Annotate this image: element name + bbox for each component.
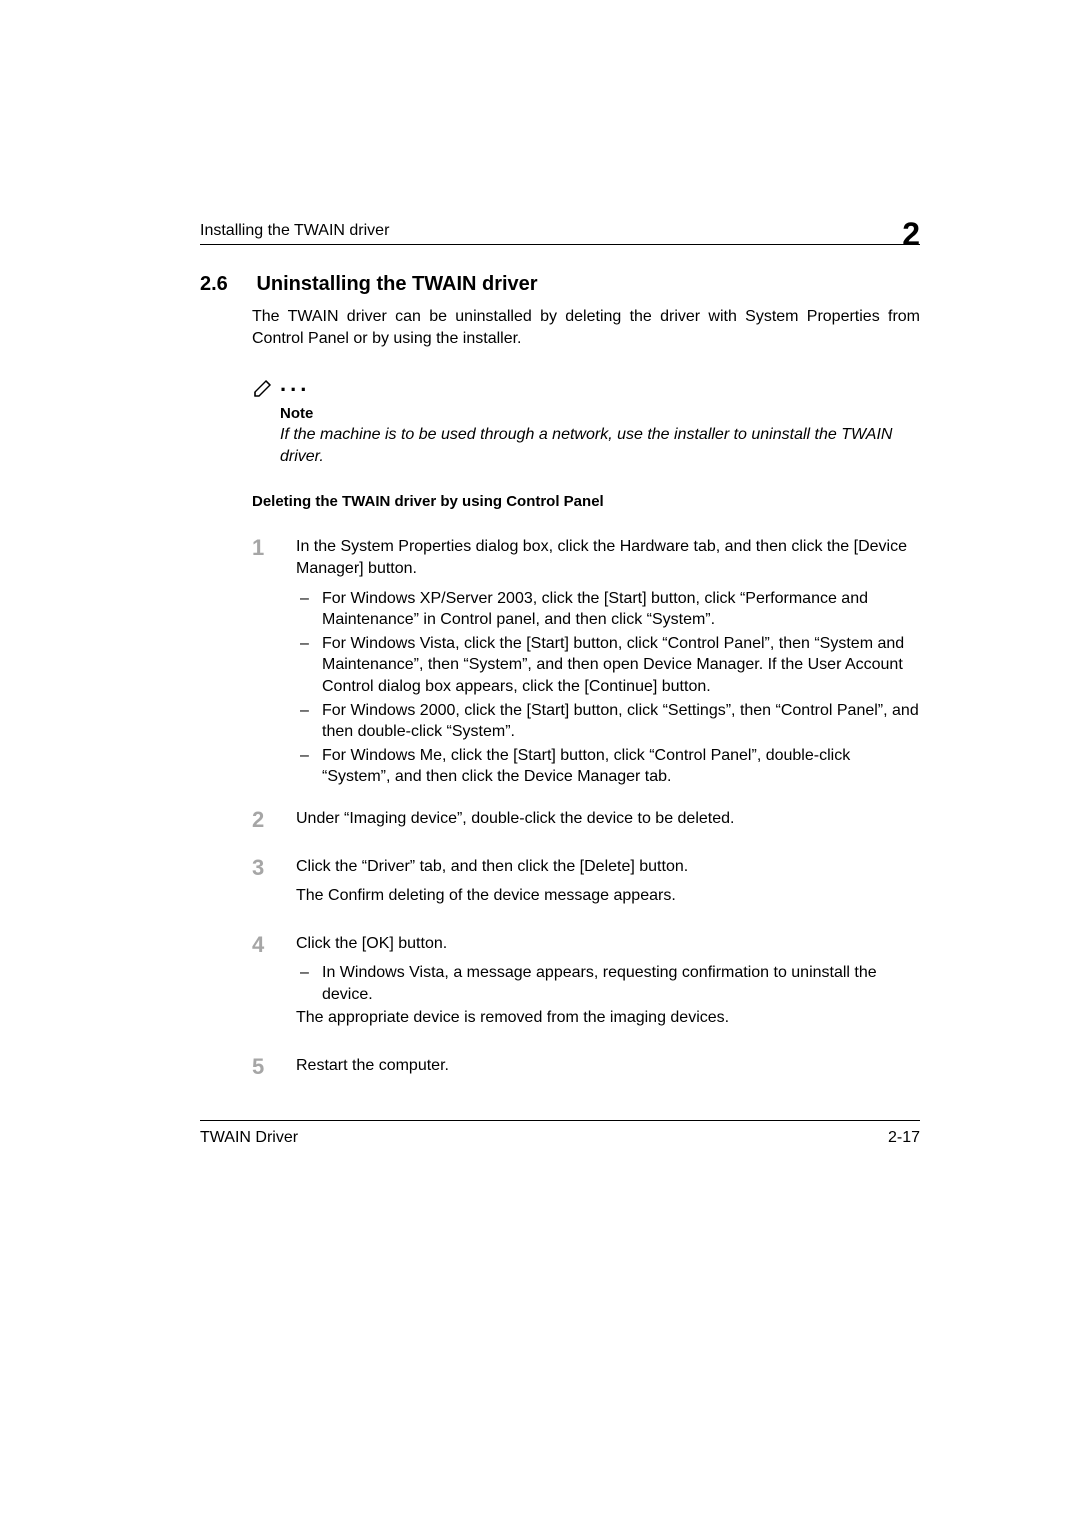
step-number: 1: [252, 536, 296, 560]
footer-right: 2-17: [888, 1129, 920, 1147]
note-icon-row: ...: [252, 373, 920, 399]
section-intro: The TWAIN driver can be uninstalled by d…: [252, 306, 920, 349]
note-label: Note: [280, 405, 920, 422]
step: 3Click the “Driver” tab, and then click …: [252, 856, 920, 915]
section-title: Uninstalling the TWAIN driver: [256, 273, 537, 295]
running-header: Installing the TWAIN driver: [200, 222, 389, 240]
dash-icon: –: [300, 745, 309, 767]
step: 1In the System Properties dialog box, cl…: [252, 536, 920, 790]
section-number: 2.6: [200, 273, 252, 296]
step-after-text: The appropriate device is removed from t…: [296, 1007, 920, 1029]
subheading: Deleting the TWAIN driver by using Contr…: [252, 493, 920, 510]
dash-icon: –: [300, 962, 309, 984]
step-sublist-item: –For Windows 2000, click the [Start] but…: [296, 700, 920, 743]
pencil-icon: [252, 375, 276, 399]
sublist-text: For Windows Vista, click the [Start] but…: [322, 635, 904, 695]
step-main-text: Click the “Driver” tab, and then click t…: [296, 856, 920, 878]
step-main-text: Under “Imaging device”, double-click the…: [296, 808, 920, 830]
sublist-text: For Windows XP/Server 2003, click the [S…: [322, 590, 868, 629]
step-sublist: –For Windows XP/Server 2003, click the […: [296, 588, 920, 788]
step: 5Restart the computer.: [252, 1055, 920, 1085]
step-main-text: Click the [OK] button.: [296, 933, 920, 955]
note-text: If the machine is to be used through a n…: [280, 424, 920, 467]
step-body: Restart the computer.: [296, 1055, 920, 1085]
step: 4Click the [OK] button. –In Windows Vista…: [252, 933, 920, 1037]
step-sublist-item: –For Windows Vista, click the [Start] bu…: [296, 633, 920, 698]
step-sublist-item: –For Windows Me, click the [Start] butto…: [296, 745, 920, 788]
step-number: 5: [252, 1055, 296, 1079]
step-main-text: In the System Properties dialog box, cli…: [296, 536, 920, 579]
note-dots-icon: ...: [280, 371, 310, 397]
page-header: Installing the TWAIN driver 2: [200, 208, 920, 245]
step: 2Under “Imaging device”, double-click th…: [252, 808, 920, 838]
footer-left: TWAIN Driver: [200, 1129, 298, 1147]
steps-container: 1In the System Properties dialog box, cl…: [200, 536, 920, 1084]
chapter-number: 2: [902, 218, 920, 250]
step-number: 2: [252, 808, 296, 832]
step-sublist-item: –For Windows XP/Server 2003, click the […: [296, 588, 920, 631]
sublist-text: In Windows Vista, a message appears, req…: [322, 964, 877, 1003]
step-main-text: Restart the computer.: [296, 1055, 920, 1077]
step-number: 3: [252, 856, 296, 880]
note-block: ... Note If the machine is to be used th…: [252, 373, 920, 467]
section-heading: 2.6 Uninstalling the TWAIN driver: [200, 273, 920, 296]
page-footer: TWAIN Driver 2-17: [200, 1120, 920, 1147]
sublist-text: For Windows 2000, click the [Start] butt…: [322, 702, 919, 741]
dash-icon: –: [300, 633, 309, 655]
dash-icon: –: [300, 588, 309, 610]
step-sublist-item: –In Windows Vista, a message appears, re…: [296, 962, 920, 1005]
page: Installing the TWAIN driver 2 2.6 Uninst…: [0, 0, 1080, 1527]
step-number: 4: [252, 933, 296, 957]
step-body: Under “Imaging device”, double-click the…: [296, 808, 920, 838]
step-body: Click the “Driver” tab, and then click t…: [296, 856, 920, 915]
step-body: In the System Properties dialog box, cli…: [296, 536, 920, 790]
sublist-text: For Windows Me, click the [Start] button…: [322, 747, 850, 786]
step-sublist: –In Windows Vista, a message appears, re…: [296, 962, 920, 1005]
step-after-text: The Confirm deleting of the device messa…: [296, 885, 920, 907]
step-body: Click the [OK] button. –In Windows Vista,…: [296, 933, 920, 1037]
dash-icon: –: [300, 700, 309, 722]
